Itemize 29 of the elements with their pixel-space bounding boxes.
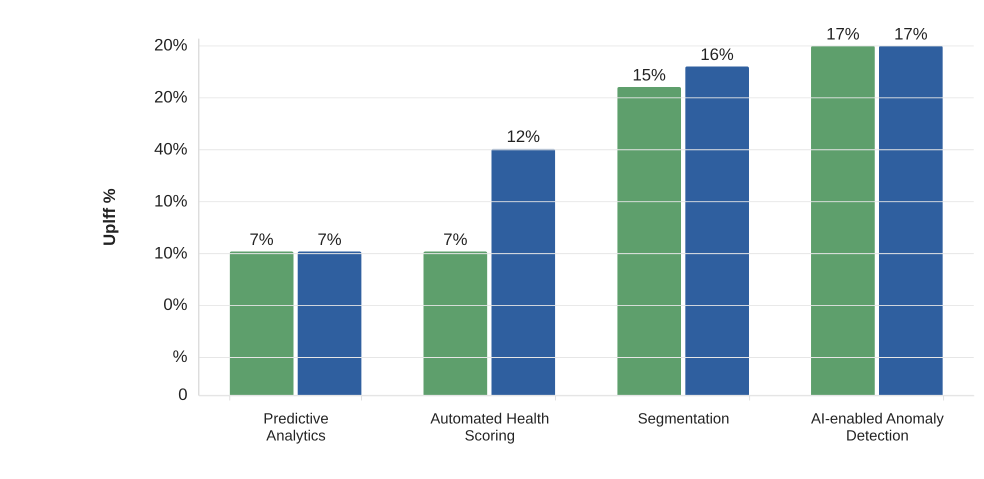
- data-label: 7%: [443, 230, 468, 249]
- text: 40%: [154, 139, 188, 158]
- data-label: 15%: [632, 66, 666, 85]
- data-label: 12%: [506, 127, 540, 146]
- x-tick-label: Segmentation: [638, 412, 730, 428]
- bar: [685, 66, 749, 396]
- x-tick-label: Predictive Analytics: [263, 412, 329, 444]
- data-label: 17%: [894, 24, 928, 44]
- bar: [491, 148, 556, 396]
- text: %: [172, 347, 188, 366]
- bar: [423, 251, 488, 396]
- text: 0: [178, 385, 188, 404]
- data-label: 7%: [250, 230, 274, 249]
- bar: [878, 46, 943, 396]
- data-label: 17%: [826, 24, 860, 44]
- bar: [298, 251, 362, 396]
- x-tick-label: AI-enabled Anomaly Detection: [810, 412, 944, 444]
- x-tick-label: Automated Health Scoring: [430, 412, 550, 444]
- text: 0%: [163, 295, 188, 314]
- data-label: 7%: [317, 230, 342, 249]
- bar: [811, 46, 875, 396]
- data-label: 16%: [700, 44, 734, 64]
- text: 20%: [154, 36, 188, 55]
- y-axis-title: Uplff %: [100, 188, 120, 246]
- bar: [230, 251, 294, 396]
- bar: [617, 87, 682, 396]
- text: 20%: [154, 87, 188, 106]
- text: 10%: [154, 243, 188, 262]
- text: 10%: [154, 191, 188, 210]
